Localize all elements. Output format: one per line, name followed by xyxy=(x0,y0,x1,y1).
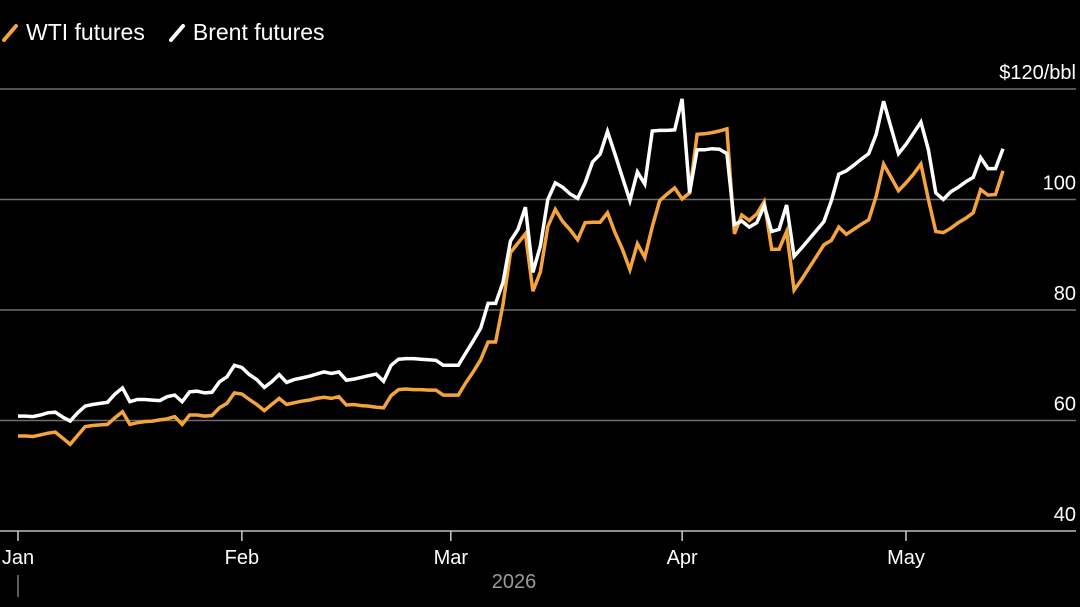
legend-label-brent: Brent futures xyxy=(192,18,325,45)
y-tick-label-80: 80 xyxy=(1054,283,1076,305)
series-line-brent xyxy=(18,98,1005,424)
series-group xyxy=(18,98,1005,447)
legend-item-wti[interactable]: WTI futures xyxy=(0,19,145,46)
legend: WTI futures Brent futures xyxy=(0,14,347,50)
y-tick-label-40: 40 xyxy=(1054,504,1076,526)
y-tick-label-120: $120/bbl xyxy=(999,62,1076,84)
x-tick-label-jan: Jan xyxy=(2,547,34,569)
y-tick-label-100: 100 xyxy=(1043,173,1076,195)
y-axis: 40 60 80 100 $120/bbl xyxy=(999,62,1076,526)
x-tick-label-may: May xyxy=(887,547,925,569)
year-label: 2026 xyxy=(492,571,537,593)
y-tick-label-60: 60 xyxy=(1054,394,1076,416)
x-tick-label-apr: Apr xyxy=(667,547,698,569)
brent-swatch-icon xyxy=(168,24,185,42)
series-line-wti xyxy=(18,126,1005,447)
wti-swatch-icon xyxy=(2,24,18,42)
x-tick-label-mar: Mar xyxy=(434,547,469,569)
x-axis: Jan Feb Mar Apr May 2026 xyxy=(0,530,1076,597)
legend-label-wti: WTI futures xyxy=(26,18,145,45)
x-tick-label-feb: Feb xyxy=(225,547,259,569)
legend-item-brent[interactable]: Brent futures xyxy=(167,19,325,46)
gridlines xyxy=(0,88,1076,532)
